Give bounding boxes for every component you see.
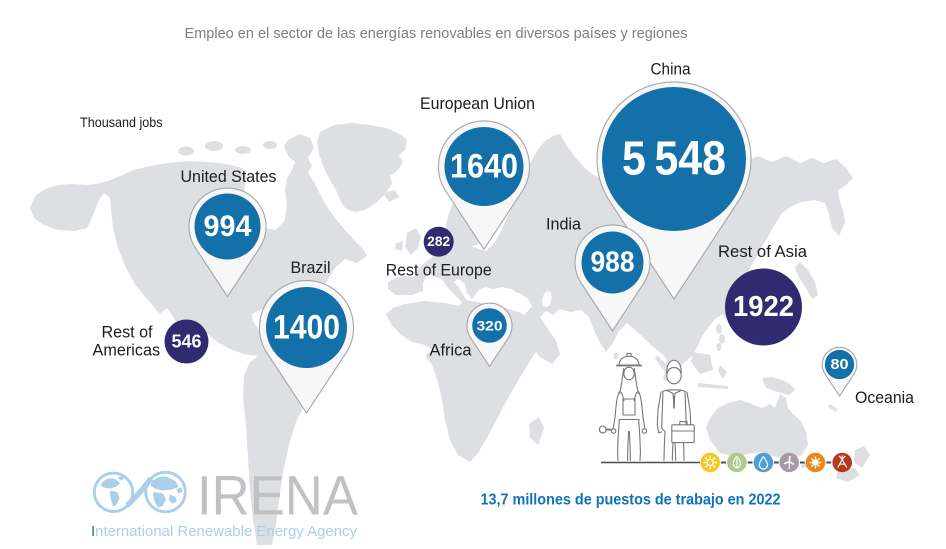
svg-text:Rest of Europe: Rest of Europe xyxy=(386,262,492,280)
svg-text:988: 988 xyxy=(591,247,635,279)
svg-text:80: 80 xyxy=(831,356,849,373)
svg-text:India: India xyxy=(546,216,582,234)
svg-text:1640: 1640 xyxy=(450,148,518,186)
svg-text:546: 546 xyxy=(172,332,202,352)
svg-text:Americas: Americas xyxy=(93,341,161,359)
svg-text:United States: United States xyxy=(181,168,277,186)
svg-text:Africa: Africa xyxy=(430,342,473,360)
svg-text:Empleo en el sector de las ene: Empleo en el sector de las energías reno… xyxy=(185,26,688,42)
svg-text:Thousand jobs: Thousand jobs xyxy=(80,114,163,130)
svg-text:5 548: 5 548 xyxy=(622,133,726,186)
svg-text:320: 320 xyxy=(477,318,503,334)
svg-text:1922: 1922 xyxy=(733,291,794,323)
svg-text:IRENA: IRENA xyxy=(197,464,359,527)
svg-text:994: 994 xyxy=(204,210,252,243)
svg-text:13,7 millones de puestos de tr: 13,7 millones de puestos de trabajo en 2… xyxy=(481,492,781,509)
svg-text:Rest of: Rest of xyxy=(102,324,153,342)
svg-text:282: 282 xyxy=(427,234,450,249)
svg-text:Oceania: Oceania xyxy=(855,389,915,407)
svg-text:International Renewable Energy: International Renewable Energy Agency xyxy=(91,523,357,540)
svg-text:Brazil: Brazil xyxy=(291,259,331,277)
svg-text:China: China xyxy=(651,61,692,79)
svg-text:European Union: European Union xyxy=(420,95,535,113)
svg-text:1400: 1400 xyxy=(273,309,340,347)
svg-text:Rest of Asia: Rest of Asia xyxy=(718,243,808,261)
